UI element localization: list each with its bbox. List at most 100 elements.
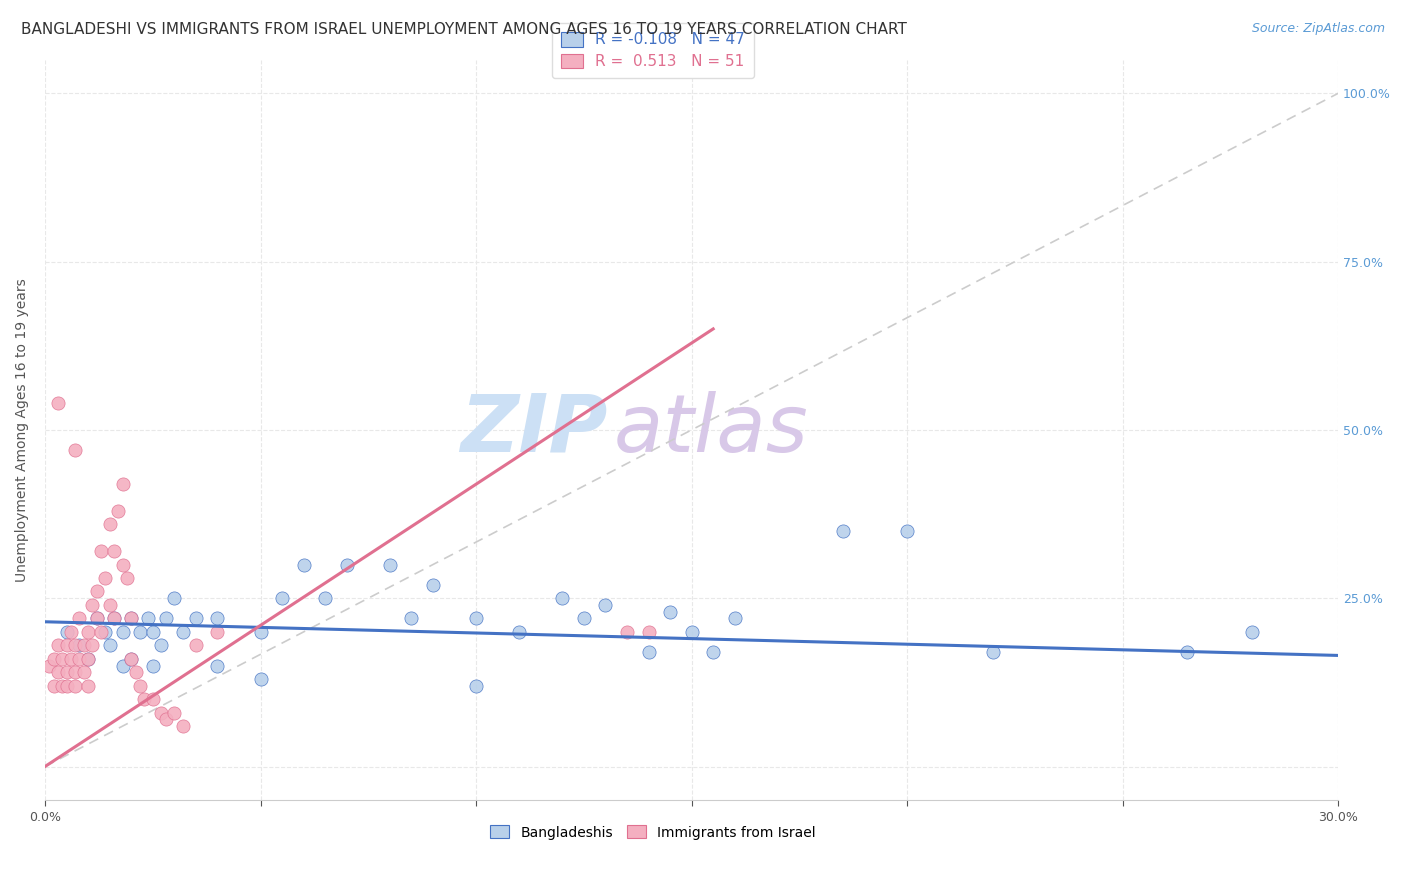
Point (77, 652, 100, 666)
Point (90, 624, 112, 639)
Point (73, 665, 96, 680)
Point (46, 396, 69, 410)
Point (128, 679, 150, 693)
Point (150, 706, 173, 720)
Point (637, 624, 659, 639)
Point (103, 611, 125, 625)
Point (465, 679, 488, 693)
Point (98, 517, 121, 532)
Point (63, 443, 86, 458)
Point (120, 652, 142, 666)
Point (98, 598, 121, 612)
Point (207, 624, 229, 639)
Point (314, 591, 336, 606)
Point (142, 692, 165, 706)
Point (271, 591, 294, 606)
Y-axis label: Unemployment Among Ages 16 to 19 years: Unemployment Among Ages 16 to 19 years (15, 278, 30, 582)
Point (69, 652, 91, 666)
Legend: Bangladeshis, Immigrants from Israel: Bangladeshis, Immigrants from Israel (484, 820, 821, 845)
Point (207, 658, 229, 673)
Point (142, 624, 165, 639)
Point (111, 476, 134, 491)
Point (55, 638, 77, 652)
Point (401, 611, 423, 625)
Point (172, 719, 194, 733)
Text: ZIP: ZIP (460, 391, 607, 469)
Point (94, 571, 117, 585)
Point (69, 638, 91, 652)
Point (38, 658, 60, 673)
Text: Source: ZipAtlas.com: Source: ZipAtlas.com (1251, 22, 1385, 36)
Point (378, 558, 401, 572)
Point (94, 624, 117, 639)
Point (98, 638, 121, 652)
Point (134, 692, 156, 706)
Point (155, 712, 177, 726)
Point (831, 524, 853, 538)
Point (724, 611, 747, 625)
Point (249, 624, 271, 639)
Point (42, 679, 65, 693)
Point (207, 611, 229, 625)
Point (77, 679, 100, 693)
Point (508, 624, 530, 639)
Point (163, 706, 186, 720)
Point (59, 624, 82, 639)
Point (184, 638, 207, 652)
Point (82, 638, 104, 652)
Point (120, 611, 142, 625)
Point (465, 611, 488, 625)
Point (115, 571, 138, 585)
Point (55, 624, 77, 639)
Point (163, 591, 186, 606)
Point (142, 658, 165, 673)
Point (1177, 645, 1199, 659)
Point (896, 524, 918, 538)
Point (124, 665, 146, 680)
Point (572, 611, 595, 625)
Point (63, 638, 86, 652)
Point (86, 611, 108, 625)
Point (1241, 624, 1264, 639)
Point (120, 611, 142, 625)
Point (55, 665, 77, 680)
Point (336, 558, 359, 572)
Point (616, 624, 638, 639)
Point (77, 624, 100, 639)
Point (46, 665, 69, 680)
Point (702, 645, 724, 659)
Point (82, 598, 104, 612)
Point (422, 578, 444, 592)
Point (103, 611, 125, 625)
Point (51, 679, 73, 693)
Point (292, 558, 315, 572)
Point (120, 652, 142, 666)
Point (128, 624, 150, 639)
Point (155, 611, 177, 625)
Point (90, 544, 112, 558)
Point (73, 638, 96, 652)
Point (111, 558, 134, 572)
Point (983, 645, 1005, 659)
Point (51, 652, 73, 666)
Point (111, 658, 134, 673)
Text: atlas: atlas (614, 391, 808, 469)
Point (150, 638, 173, 652)
Point (46, 638, 69, 652)
Point (551, 591, 574, 606)
Point (138, 611, 160, 625)
Point (681, 624, 703, 639)
Point (107, 504, 129, 518)
Point (86, 611, 108, 625)
Text: BANGLADESHI VS IMMIGRANTS FROM ISRAEL UNEMPLOYMENT AMONG AGES 16 TO 19 YEARS COR: BANGLADESHI VS IMMIGRANTS FROM ISRAEL UN… (21, 22, 907, 37)
Point (42, 652, 65, 666)
Point (111, 624, 134, 639)
Point (59, 652, 82, 666)
Point (595, 598, 617, 612)
Point (63, 679, 86, 693)
Point (637, 645, 659, 659)
Point (659, 605, 682, 619)
Point (184, 611, 207, 625)
Point (103, 544, 125, 558)
Point (69, 611, 91, 625)
